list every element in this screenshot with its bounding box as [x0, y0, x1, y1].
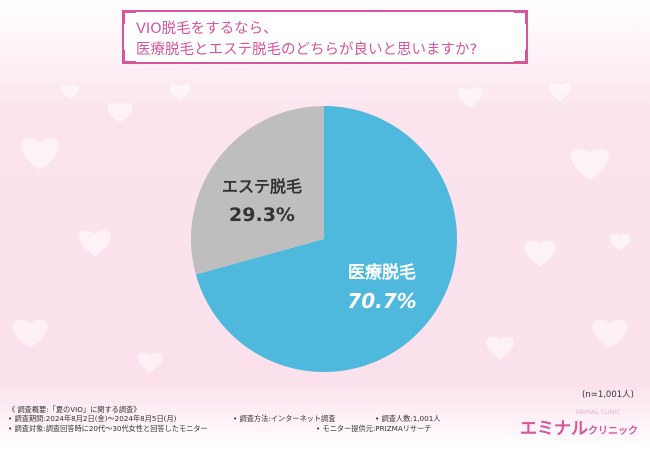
corner-accent [514, 50, 528, 64]
background-heart [524, 240, 556, 267]
question-box: VIO脱毛をするなら、 医療脱毛とエステ脱毛のどちらが良いと思いますか? [122, 10, 528, 64]
slice-medical [195, 106, 457, 373]
survey-summary: 《 調査概要:「夏のVIO」に関する調査》 [8, 405, 141, 414]
brand-name-main: エミナル [520, 419, 588, 439]
background-heart [570, 148, 610, 180]
background-heart [137, 352, 163, 373]
question-line-1: VIO脱毛をするなら、 [136, 21, 278, 37]
survey-count: • 調査人数:1,001人 [375, 414, 441, 424]
value-esthetic: 29.3% [229, 204, 295, 226]
background-heart [107, 102, 133, 123]
corner-accent [122, 50, 136, 64]
background-heart [20, 138, 60, 170]
question-line-2: 医療脱毛とエステ脱毛のどちらが良いと思いますか? [136, 42, 478, 58]
sample-size-note: (n=1,001人) [582, 390, 634, 400]
value-medical: 70.7% [347, 289, 416, 313]
survey-provider: • モニター提供元:PRIZMAリサーチ [316, 423, 432, 433]
background-heart [549, 83, 571, 101]
survey-footer: 《 調査概要:「夏のVIO」に関する調査》 • 調査期間:2024年8月2日(金… [8, 405, 508, 433]
background-heart [592, 319, 628, 348]
corner-accent [122, 10, 136, 24]
corner-accent [514, 10, 528, 24]
slice-esthetic [191, 106, 324, 275]
background-heart [12, 319, 48, 348]
survey-period: • 調査期間:2024年8月2日(金)〜2024年8月5日(月) [8, 414, 177, 424]
background-heart [61, 84, 79, 99]
background-heart [169, 83, 191, 101]
background-heart [609, 233, 631, 251]
label-medical: 医療脱毛 [348, 262, 416, 283]
brand-logo: エミナルクリニック EMINAL CLINIC [520, 409, 638, 439]
survey-target: • 調査対象:調査回答時に20代〜30代女性と回答したモニター [8, 423, 208, 433]
background-heart [486, 336, 514, 360]
brand-name-small: EMINAL CLINIC [576, 409, 621, 416]
label-esthetic: エステ脱毛 [222, 177, 302, 196]
brand-name-sub: クリニック [588, 426, 638, 437]
background-heart [79, 230, 111, 257]
background-heart [457, 87, 483, 108]
survey-method: • 調査方法:インターネット調査 [233, 414, 336, 424]
